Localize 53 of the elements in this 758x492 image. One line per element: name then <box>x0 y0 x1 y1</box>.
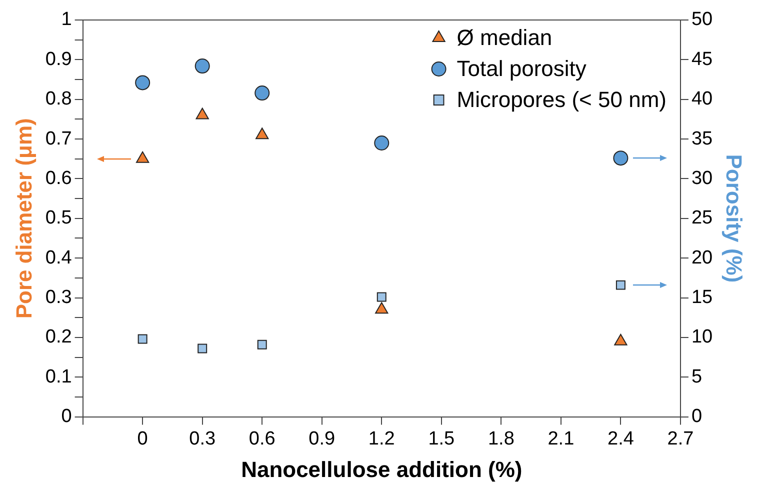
y-tick-label: 1 <box>61 9 72 30</box>
y-tick-label: 0.5 <box>45 208 72 229</box>
x-tick-label: 0.6 <box>248 428 276 450</box>
x-tick-label: 0.3 <box>189 428 216 450</box>
point <box>254 86 270 101</box>
y-axis-title: Pore diameter (μm) <box>11 118 36 319</box>
point <box>196 108 209 120</box>
y2-tick-label: 50 <box>691 9 713 30</box>
x-tick-label: 2.7 <box>667 428 694 450</box>
point <box>135 75 150 90</box>
y2-axis-title: Porosity (%) <box>722 154 747 283</box>
x-tick-label: 1.5 <box>428 428 455 450</box>
y2-tick-label: 45 <box>691 48 713 70</box>
y2-tick-label: 30 <box>691 168 713 189</box>
x-axis-title: Nanocellulose addition (%) <box>241 456 522 482</box>
y2-tick-label: 5 <box>691 366 702 388</box>
point <box>136 151 150 163</box>
legend-label: Total porosity <box>456 56 586 82</box>
point <box>256 128 269 140</box>
point <box>375 302 388 314</box>
x-tick-label: 0 <box>137 428 148 450</box>
x-tick-label: 1.8 <box>488 428 514 450</box>
y2-tick-label: 25 <box>691 208 713 229</box>
x-tick-label: 0.9 <box>308 428 336 450</box>
y-tick-label: 0.1 <box>45 366 72 388</box>
y-tick-label: 0 <box>61 406 72 428</box>
legend-label: Ø median <box>456 25 552 50</box>
y2-tick-label: 15 <box>691 286 713 308</box>
point <box>614 334 628 346</box>
legend-label: Micropores (< 50 nm) <box>456 87 666 112</box>
y-tick-label: 0.7 <box>45 128 72 150</box>
y-tick-label: 0.6 <box>45 168 72 189</box>
y2-tick-label: 20 <box>691 247 713 268</box>
x-tick-label: 2.4 <box>607 428 634 450</box>
x-tick-label: 2.1 <box>548 428 574 450</box>
x-tick-label: 1.2 <box>368 428 395 450</box>
y2-tick-label: 35 <box>691 128 713 150</box>
y2-tick-label: 0 <box>691 406 702 428</box>
y-tick-label: 0.2 <box>45 326 72 348</box>
y2-tick-label: 10 <box>691 326 713 348</box>
point <box>194 58 210 74</box>
point <box>374 136 390 151</box>
point <box>257 340 267 350</box>
point <box>616 280 626 290</box>
y-tick-label: 0.4 <box>45 247 72 268</box>
point <box>613 150 628 166</box>
y-tick-label: 0.8 <box>45 88 72 110</box>
y-tick-label: 0.3 <box>45 286 72 308</box>
y2-tick-label: 40 <box>691 88 713 110</box>
point <box>138 334 148 344</box>
point <box>376 292 386 302</box>
y-tick-label: 0.9 <box>45 48 72 70</box>
point <box>198 344 208 354</box>
